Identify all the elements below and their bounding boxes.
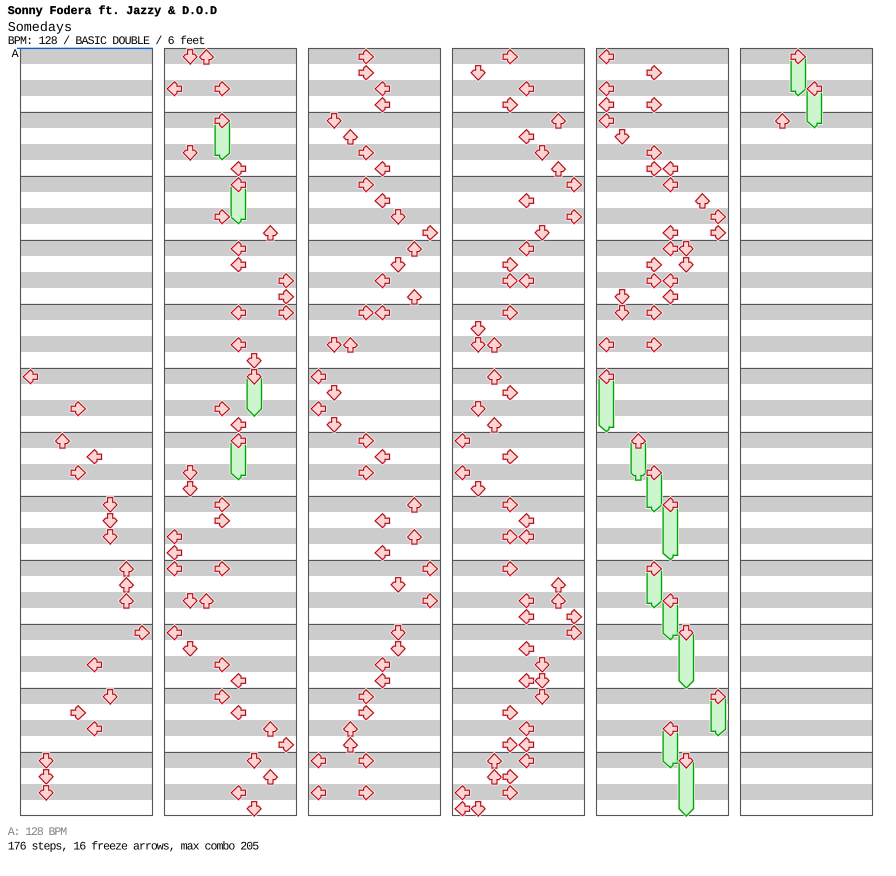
svg-text:Somedays: Somedays bbox=[8, 21, 72, 36]
svg-text:Sonny Fodera ft. Jazzy & D.O.D: Sonny Fodera ft. Jazzy & D.O.D bbox=[8, 4, 217, 18]
svg-text:A: 128 BPM: A: 128 BPM bbox=[8, 826, 68, 839]
svg-text:BPM: 128 / BASIC DOUBLE / 6 fe: BPM: 128 / BASIC DOUBLE / 6 feet bbox=[8, 35, 206, 48]
svg-text:176 steps, 16 freeze arrows, m: 176 steps, 16 freeze arrows, max combo 2… bbox=[8, 841, 260, 854]
svg-text:A: A bbox=[12, 48, 19, 61]
